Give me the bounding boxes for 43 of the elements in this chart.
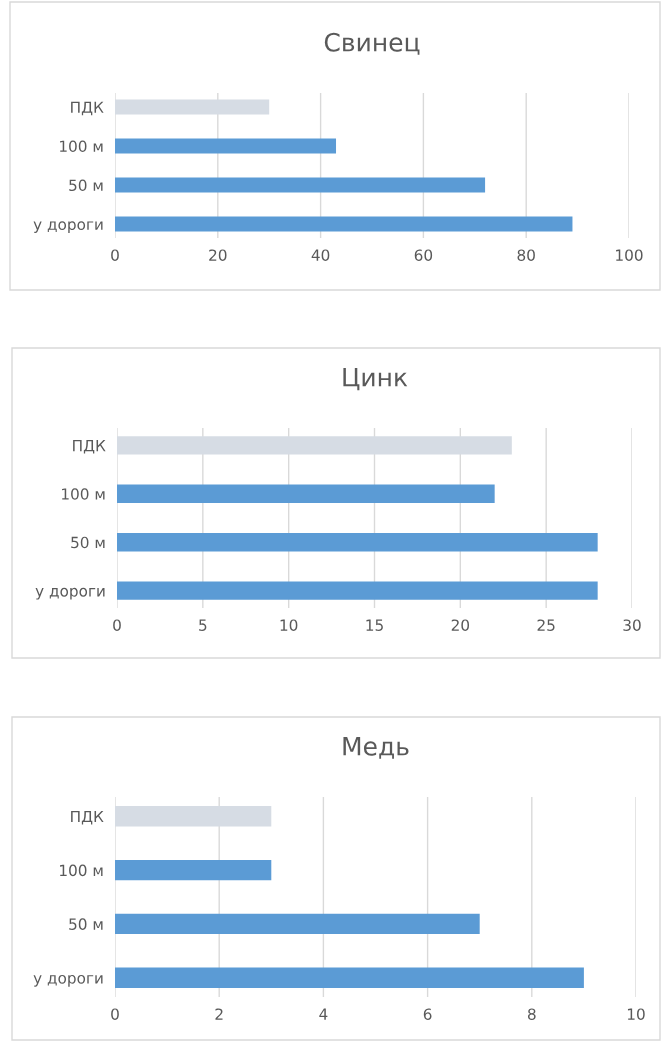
- x-tick-label: 100: [616, 249, 643, 261]
- x-tick-label: 8: [527, 1008, 536, 1020]
- y-tick-label: 100 м: [62, 488, 105, 500]
- y-tick-label: у дороги: [35, 587, 105, 600]
- x-tick-label: 20: [451, 619, 470, 631]
- x-tick-label: 40: [311, 249, 330, 261]
- bar: [115, 138, 337, 154]
- x-tick-label: 60: [414, 249, 433, 261]
- x-tick-label: 20: [209, 249, 227, 261]
- x-tick-label: 5: [199, 619, 207, 631]
- bar: [117, 533, 598, 552]
- x-tick-label: 0: [113, 619, 121, 631]
- x-tick-label: 0: [111, 1008, 119, 1020]
- y-tick-label: ПДК: [73, 440, 106, 454]
- x-tick-label: 2: [215, 1008, 223, 1020]
- x-tick-label: 15: [366, 619, 383, 631]
- x-tick-label: 80: [517, 249, 535, 261]
- chart-title: Цинк: [343, 368, 408, 391]
- y-tick-label: 50 м: [69, 918, 103, 930]
- bar: [115, 967, 584, 988]
- y-tick-label: ПДК: [71, 101, 104, 116]
- bar: [117, 581, 598, 600]
- y-tick-label: ПДК: [71, 810, 104, 825]
- x-tick-label: 10: [280, 619, 298, 631]
- y-tick-label: 100 м: [60, 140, 103, 153]
- x-tick-label: 10: [627, 1008, 645, 1020]
- y-tick-label: 50 м: [71, 536, 105, 549]
- x-tick-label: 30: [623, 619, 641, 631]
- y-tick-label: 100 м: [60, 864, 103, 877]
- y-tick-label: у дороги: [33, 974, 103, 987]
- bar: [115, 216, 573, 232]
- y-tick-label: 50 м: [69, 179, 103, 192]
- chart-title: Медь: [343, 737, 409, 759]
- bar: [115, 177, 486, 193]
- x-tick-label: 6: [423, 1008, 432, 1020]
- bar: [115, 913, 480, 935]
- x-tick-label: 25: [537, 619, 555, 631]
- x-tick-label: 4: [319, 1008, 328, 1020]
- y-tick-label: у дороги: [33, 221, 103, 233]
- x-tick-label: 0: [111, 249, 119, 261]
- chart-title: Свинец: [324, 32, 420, 55]
- bar: [115, 859, 272, 881]
- bar: [117, 484, 495, 503]
